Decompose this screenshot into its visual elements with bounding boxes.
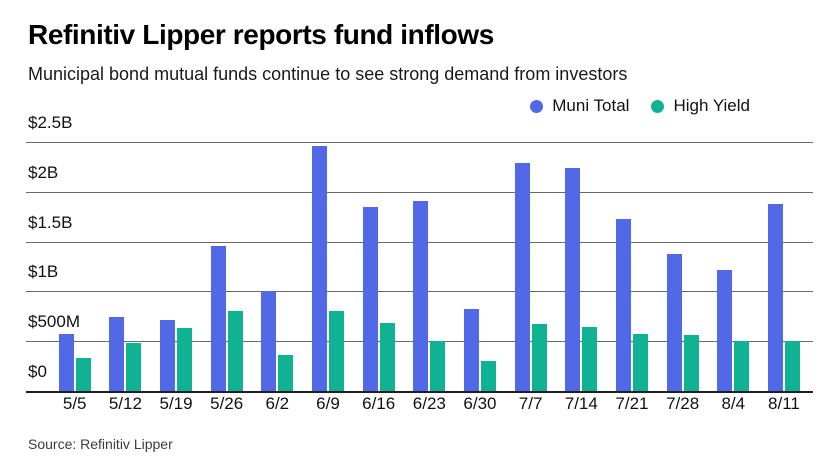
- legend-label-muni-total: Muni Total: [552, 96, 630, 115]
- plot-area: [26, 142, 813, 393]
- muni-total-bar: [413, 200, 429, 391]
- legend-item-high-yield: High Yield: [651, 96, 750, 116]
- x-axis-tick-label: 7/28: [666, 394, 700, 413]
- x-axis-tick-label: 6/23: [412, 394, 446, 413]
- muni-total-bar: [261, 291, 277, 391]
- high-yield-bar: [632, 334, 648, 391]
- chart-subtitle: Municipal bond mutual funds continue to …: [28, 64, 628, 84]
- muni-total-bar: [58, 334, 74, 391]
- y-axis-tick-label: $2B: [28, 162, 59, 182]
- x-axis-tick-label: 6/16: [362, 394, 396, 413]
- muni-total-bar: [362, 206, 378, 391]
- legend: Muni Total High Yield: [530, 96, 750, 116]
- y-axis-tick-label: $1B: [28, 262, 59, 282]
- x-axis-tick-label: 5/26: [210, 394, 244, 413]
- x-axis-tick-label: 6/9: [316, 394, 340, 413]
- muni-total-bar: [312, 145, 327, 391]
- muni-total-bar: [767, 203, 783, 391]
- x-axis-tick-label: 5/12: [108, 394, 142, 413]
- x-axis-tick-label: 8/11: [768, 394, 800, 413]
- high-yield-bar: [734, 341, 750, 391]
- high-yield-bar: [278, 355, 294, 391]
- high-yield-bar: [329, 311, 344, 391]
- muni-total-bar: [514, 162, 530, 391]
- high-yield-dot-icon: [651, 99, 665, 113]
- muni-total-bar: [666, 253, 682, 391]
- y-axis-tick-label: $1.5B: [28, 212, 73, 232]
- x-axis-line: [26, 391, 813, 393]
- x-axis-tick-label: 7/14: [564, 394, 598, 413]
- high-yield-bar: [531, 324, 547, 391]
- x-axis-tick-label: 6/30: [463, 394, 497, 413]
- source-attribution: Source: Refinitiv Lipper: [28, 436, 173, 452]
- muni-total-bar: [109, 317, 125, 391]
- legend-label-high-yield: High Yield: [673, 96, 750, 115]
- high-yield-bar: [75, 358, 91, 391]
- high-yield-bar: [784, 341, 800, 391]
- x-axis-tick-label: 7/7: [518, 394, 543, 413]
- y-axis-tick-label: $2.5B: [28, 113, 73, 132]
- legend-item-muni-total: Muni Total: [530, 96, 629, 116]
- high-yield-bar: [582, 327, 598, 391]
- x-axis-tick-label: 8/4: [721, 394, 746, 413]
- high-yield-bar: [430, 341, 446, 391]
- y-axis-tick-label: $500M: [28, 312, 80, 332]
- muni-total-bar: [615, 218, 631, 391]
- high-yield-bar: [126, 343, 142, 391]
- y-axis-tick-label: $0: [28, 362, 47, 381]
- high-yield-bar: [379, 323, 395, 391]
- high-yield-bar: [227, 311, 243, 391]
- high-yield-bar: [480, 361, 496, 391]
- x-axis-tick-label: 7/21: [615, 394, 649, 413]
- grid-line: [26, 142, 813, 143]
- muni-total-bar: [210, 245, 226, 391]
- muni-total-bar: [160, 320, 176, 391]
- x-axis-tick-label: 5/5: [62, 394, 87, 413]
- x-axis-tick-label: 6/2: [265, 394, 290, 413]
- muni-total-bar: [565, 167, 581, 391]
- muni-total-bar: [463, 309, 479, 391]
- grid-line: [26, 191, 813, 193]
- high-yield-bar: [177, 328, 193, 391]
- muni-total-bar: [717, 269, 733, 391]
- x-axis-tick-label: 5/19: [159, 394, 193, 413]
- muni-total-dot-icon: [530, 99, 544, 113]
- chart-title: Refinitiv Lipper reports fund inflows: [28, 19, 494, 50]
- high-yield-bar: [683, 335, 699, 391]
